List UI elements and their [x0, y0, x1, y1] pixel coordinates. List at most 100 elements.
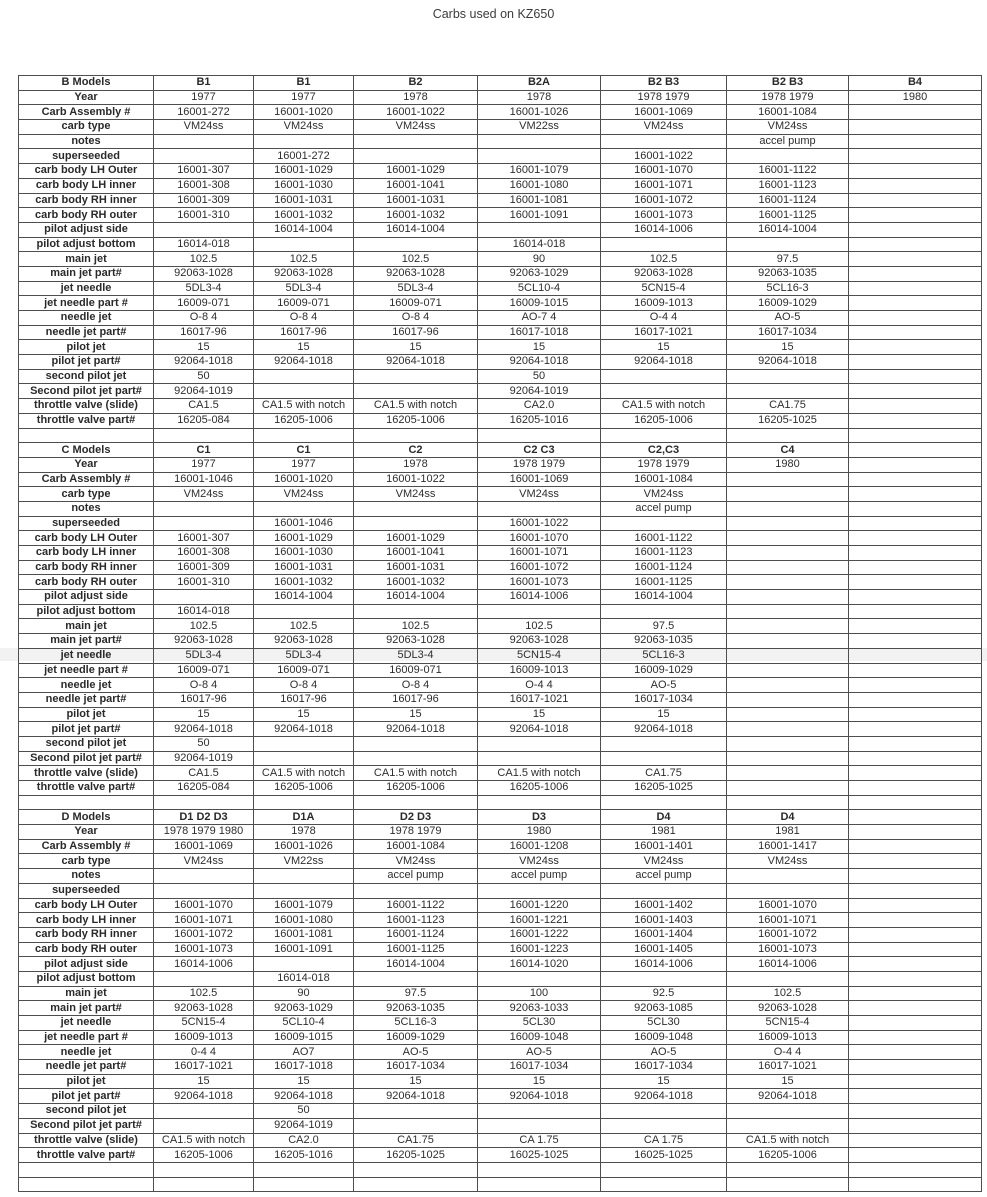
table-row: Second pilot jet part# 92064-1019 [18, 1117, 982, 1134]
model-header-cell: D3 [477, 809, 601, 826]
row-label-cell: needle jet [18, 677, 154, 693]
value-cell: 16014-1004 [353, 956, 478, 972]
value-cell: accel pump [600, 868, 727, 884]
value-cell: 92063-1028 [153, 633, 254, 649]
value-cell: accel pump [726, 133, 849, 150]
value-cell: 16009-071 [253, 295, 354, 311]
value-cell: 16001-1084 [353, 838, 478, 855]
row-label-cell: carb body LH Outer [18, 163, 154, 179]
value-cell: VM24ss [600, 853, 727, 870]
row-label-cell: pilot jet part# [18, 354, 154, 370]
row-label-cell: carb body RH outer [18, 941, 154, 958]
value-cell [477, 750, 601, 767]
value-cell [600, 427, 727, 444]
table-row: pilot adjust bottom 16014-018 16014-018 [18, 236, 982, 253]
table-row: carb body LH Outer 16001-1070 16001-1079 16… [18, 897, 982, 914]
value-cell: 16001-1029 [353, 530, 478, 546]
value-cell: VM24ss [153, 486, 254, 502]
row-label-cell: carb body RH outer [18, 574, 154, 591]
value-cell [848, 765, 982, 781]
row-label-cell [18, 1176, 154, 1193]
value-cell: 16001-1124 [600, 559, 727, 576]
spacer-row [18, 794, 982, 811]
value-cell: 16001-1020 [253, 471, 354, 488]
value-cell: 16001-1091 [253, 941, 354, 958]
value-cell: 1978 1979 [600, 456, 727, 473]
value-cell [726, 1117, 849, 1134]
value-cell [848, 1059, 982, 1075]
table-row: notes accel pump accel pump accel pump [18, 868, 982, 884]
value-cell [600, 1103, 727, 1119]
value-cell [726, 559, 849, 576]
value-cell: 16009-1029 [353, 1029, 478, 1046]
value-cell [477, 882, 601, 899]
value-cell: VM24ss [477, 486, 601, 502]
value-cell [848, 633, 982, 649]
value-cell [848, 706, 982, 723]
value-cell [353, 794, 478, 811]
table-row: main jet 102.5 102.5 102.5 102.5 97.5 [18, 618, 982, 635]
value-cell: 16001-308 [153, 545, 254, 561]
value-cell: 92063-1028 [600, 265, 727, 282]
row-label-cell: carb body LH Outer [18, 530, 154, 546]
row-label-cell: Year [18, 824, 154, 840]
value-cell [153, 794, 254, 811]
value-cell: 102.5 [153, 618, 254, 635]
value-cell [600, 882, 727, 899]
value-cell: 16001-1220 [477, 897, 601, 914]
value-cell [153, 515, 254, 532]
row-label-cell: Second pilot jet part# [18, 750, 154, 767]
value-cell [253, 236, 354, 253]
value-cell: 15 [253, 339, 354, 356]
table-row: carb type VM24ss VM24ss VM24ss VM22ss VM24ss V… [18, 119, 982, 135]
value-cell: VM24ss [726, 853, 849, 870]
value-cell [477, 500, 601, 517]
value-cell: 16001-1020 [253, 104, 354, 121]
value-cell [726, 603, 849, 620]
value-cell [726, 500, 849, 517]
value-cell: 16001-1125 [726, 207, 849, 223]
table-row: throttle valve part# 16205-084 16205-1006 1… [18, 780, 982, 796]
table-row: carb body LH inner 16001-308 16001-1030 160… [18, 177, 982, 194]
value-cell: 97.5 [353, 985, 478, 1002]
table-row: superseeded 16001-272 16001-1022 [18, 148, 982, 165]
table-row: pilot adjust side 16014-1004 16014-1004 160… [18, 221, 982, 238]
value-cell: 16001-1091 [477, 207, 601, 223]
value-cell: 16001-1032 [253, 207, 354, 223]
value-cell: 16017-1018 [477, 324, 601, 341]
value-cell [353, 148, 478, 165]
value-cell: VM24ss [353, 119, 478, 135]
value-cell: 1978 1979 [477, 456, 601, 473]
value-cell: AO-5 [600, 1044, 727, 1061]
value-cell [600, 750, 727, 767]
table-row: main jet 102.5 102.5 102.5 90 102.5 97.5 [18, 251, 982, 267]
row-label-cell: carb type [18, 119, 154, 135]
value-cell [353, 427, 478, 444]
value-cell [600, 515, 727, 532]
value-cell: 16014-1020 [477, 956, 601, 972]
value-cell: 16205-1006 [253, 412, 354, 429]
table-row: main jet part# 92063-1028 92063-1029 92063-… [18, 1000, 982, 1016]
value-cell: 16001-1041 [353, 177, 478, 194]
value-cell: VM24ss [153, 119, 254, 135]
value-cell: O-8 4 [153, 310, 254, 326]
row-label-cell: needle jet part# [18, 1059, 154, 1075]
value-cell [353, 603, 478, 620]
value-cell: 16001-1223 [477, 941, 601, 958]
table-row: carb body LH inner 16001-1071 16001-1080 16… [18, 912, 982, 928]
value-cell: 16001-1081 [253, 926, 354, 943]
value-cell [848, 368, 982, 385]
model-header-cell: C4 [726, 442, 849, 458]
value-cell [848, 853, 982, 870]
value-cell: 16009-1015 [477, 295, 601, 311]
value-cell: 16001-1031 [353, 559, 478, 576]
value-cell [726, 368, 849, 385]
value-cell: 16009-071 [153, 662, 254, 679]
value-cell: 16001-1079 [477, 163, 601, 179]
value-cell: 90 [477, 251, 601, 267]
value-cell: 16009-071 [353, 662, 478, 679]
value-cell: 16014-1004 [600, 589, 727, 605]
value-cell: 16009-1048 [477, 1029, 601, 1046]
value-cell: 16205-1025 [600, 780, 727, 796]
value-cell [848, 882, 982, 899]
